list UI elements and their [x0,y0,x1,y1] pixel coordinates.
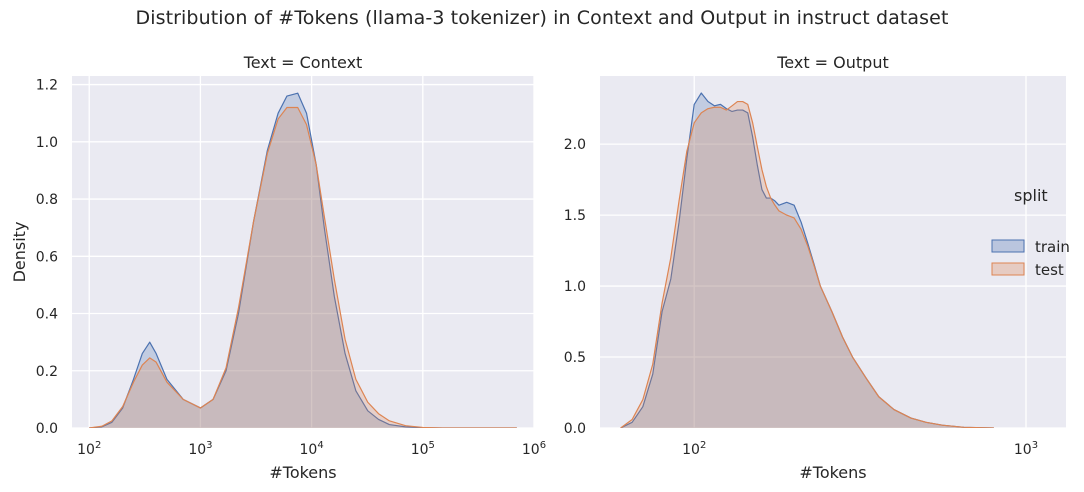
y-tick-labels-output: 0.0 0.5 1.0 1.5 2.0 [564,137,586,437]
x-tick-label: 103 [1014,440,1038,458]
y-tick-label: 1.5 [564,208,586,224]
x-tick-labels-context: 102 103 104 105 106 [77,440,546,458]
x-axis-label-context: #Tokens [269,463,336,482]
y-tick-label: 0.4 [36,307,58,323]
y-tick-label: 1.0 [36,135,58,151]
grid-context [72,76,535,429]
density-line-test [89,106,517,428]
density-line-test [620,100,994,428]
density-fill-train [89,93,517,428]
y-tick-label: 0.0 [36,421,58,437]
density-areas-context [89,92,517,428]
legend-item-test: test [991,261,1064,279]
x-tick-label: 104 [300,440,324,458]
y-tick-label: 0.0 [564,421,586,437]
plot-area-context [72,76,534,428]
density-areas-output [620,92,994,428]
x-tick-label: 105 [411,440,435,458]
x-tick-label: 103 [188,440,212,458]
x-tick-label: 106 [522,440,546,458]
density-fill-test [620,101,994,428]
grid-output [600,76,1066,429]
y-tick-label: 1.0 [564,279,586,295]
panel-output: 102 103 0.0 0.5 1.0 1.5 2.0 Text = Output #To… [564,53,1066,482]
legend-title: split [1014,186,1048,205]
y-tick-label: 2.0 [564,137,586,153]
density-fill-train [620,93,994,428]
y-tick-label: 1.2 [36,78,58,94]
panel-context: 102 103 104 105 106 0.0 0.2 0.4 0.6 0.8 1.0 1.2 Te… [10,53,546,482]
figure-title: Distribution of #Tokens (llama-3 tokeniz… [135,7,949,29]
y-axis-label: Density [10,222,29,283]
legend-swatch-test [991,262,1025,276]
y-tick-label: 0.2 [36,364,58,380]
plot-area-output [600,76,1066,428]
panel-title-output: Text = Output [776,53,889,72]
density-line-train [89,92,517,428]
panel-title-context: Text = Context [243,53,363,72]
x-axis-label-output: #Tokens [799,463,866,482]
x-tick-label: 102 [682,440,706,458]
y-tick-labels-context: 0.0 0.2 0.4 0.6 0.8 1.0 1.2 [36,78,58,437]
legend: split train test [991,186,1070,279]
legend-swatch-train [991,239,1025,253]
legend-item-train: train [991,238,1070,256]
y-tick-label: 0.6 [36,249,58,265]
y-tick-label: 0.8 [36,192,58,208]
y-tick-label: 0.5 [564,350,586,366]
density-fill-test [89,107,517,428]
x-tick-labels-output: 102 103 [682,440,1038,458]
legend-label-test: test [1035,261,1064,279]
legend-label-train: train [1035,238,1070,256]
x-tick-label: 102 [77,440,101,458]
